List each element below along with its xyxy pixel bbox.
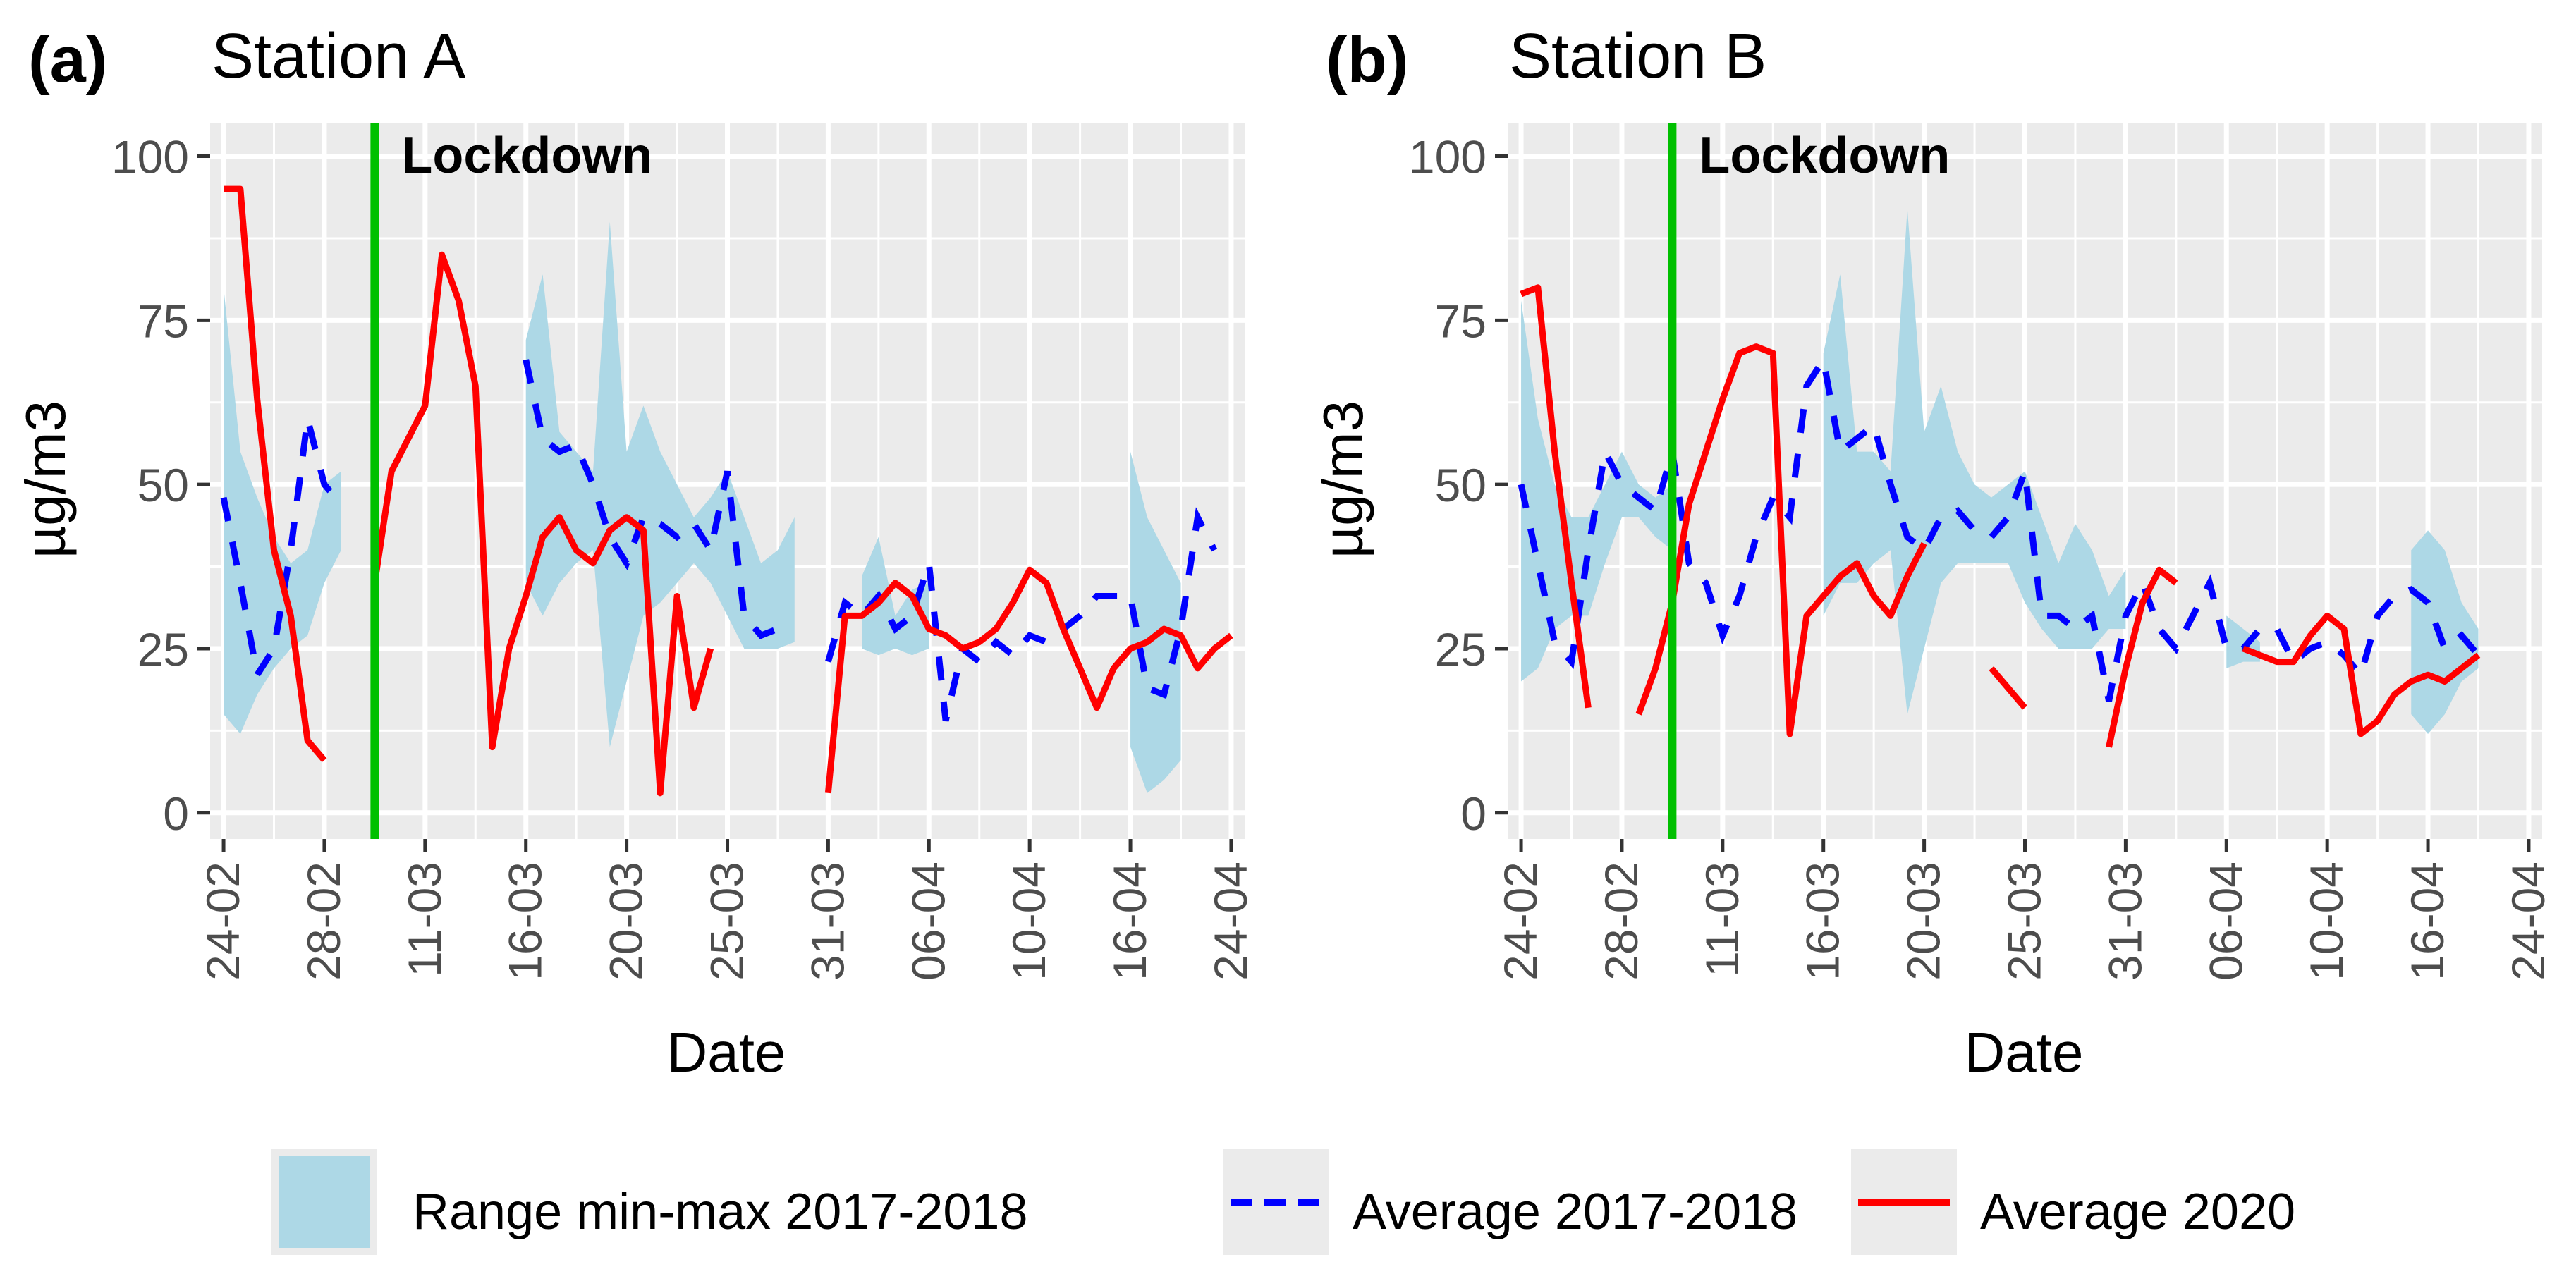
- panel-a-x-tick-label: 11-03: [398, 862, 451, 977]
- panel-b-y-tick-label: 25: [1435, 623, 1487, 675]
- panel-b-avg-2020-line-1: [1635, 343, 1927, 737]
- panel-b-ribbon-segment-0: [1521, 300, 1673, 682]
- panel-a-x-tick-label: 31-03: [801, 862, 853, 981]
- panel-b-x-tick-label: 28-02: [1595, 862, 1647, 981]
- panel-a-ribbon-segment-0: [224, 287, 341, 735]
- panel-b-label: (b): [1326, 24, 1408, 96]
- legend-ribbon-swatch: [279, 1156, 370, 1248]
- panel-b-x-tick-label: 16-03: [1797, 862, 1849, 981]
- panel-a-avg-1718-line-1: [523, 359, 779, 639]
- panel-a-x-tick-label: 24-04: [1204, 862, 1257, 981]
- panel-a-label: (a): [28, 24, 107, 96]
- panel-b-x-tick-label: 24-02: [1494, 862, 1546, 981]
- legend-2020-label: Average 2020: [1980, 1184, 2295, 1240]
- panel-a-avg-2020-line-2: [824, 566, 1233, 794]
- panel-a-ribbon-segment-2: [862, 537, 929, 656]
- panel-b-avg-2020-line-2: [1989, 666, 2027, 710]
- legend-avg-label: Average 2017-2018: [1353, 1184, 1797, 1240]
- panel-a-y-tick-label: 25: [138, 623, 189, 675]
- panel-b-avg-1718-line-0: [1518, 351, 2481, 702]
- panel-b-y-tick-label: 0: [1460, 788, 1487, 840]
- panel-b-lockdown-label: Lockdown: [1699, 128, 1950, 184]
- panel-b-x-tick-label: 06-04: [2199, 862, 2252, 981]
- panel-b-y-tick-label: 75: [1435, 295, 1487, 347]
- panel-b-x-tick-label: 24-04: [2502, 862, 2554, 981]
- panel-b-x-tick-label: 16-04: [2401, 862, 2453, 981]
- panel-b-x-tick-label: 11-03: [1696, 862, 1748, 977]
- panel-b-x-tick-label: 20-03: [1898, 862, 1950, 981]
- panel-b-ribbon-segment-3: [2411, 530, 2479, 735]
- panel-b: (b) Station B Date µg/m3 0 25 50 75 100 24-02…: [1312, 21, 2554, 1084]
- panel-a-x-tick-label: 24-02: [197, 862, 249, 981]
- panel-b-avg-2020-line-0: [1520, 284, 1592, 709]
- panel-a-x-axis-title: Date: [667, 1021, 786, 1084]
- panel-a-avg-1718-line-2: [825, 507, 1218, 722]
- panel-a-x-tick-label: 20-03: [600, 862, 652, 981]
- panel-a-ribbon-segment-1: [525, 221, 795, 747]
- panel-a-x-tick-label: 28-02: [298, 862, 350, 981]
- panel-b-avg-2020-line-4: [2242, 612, 2481, 737]
- panel-a-title: Station A: [212, 21, 465, 92]
- panel-a-avg-1718-line-0: [220, 417, 344, 684]
- panel-a-y-tick-label: 50: [138, 459, 189, 511]
- panel-b-y-axis-title: µg/m3: [1312, 400, 1374, 558]
- panel-b-x-tick-label: 10-04: [2300, 862, 2352, 981]
- legend: Range min-max 2017-2018 Average 2017-201…: [271, 1149, 2295, 1255]
- panel-a-x-tick-label: 16-03: [499, 862, 551, 981]
- panel-b-y-tick-label: 50: [1435, 459, 1487, 511]
- panel-a-y-tick-label: 0: [163, 788, 189, 840]
- panel-a: (a) Station A Date µg/m3 0 25 50 75 100 24-02…: [14, 21, 1257, 1084]
- panel-b-x-tick-label: 31-03: [2099, 862, 2151, 981]
- panel-a-y-tick-label: 75: [138, 295, 189, 347]
- panel-a-x-tick-label: 06-04: [902, 862, 954, 981]
- panel-a-x-tick-label: 16-04: [1104, 862, 1156, 981]
- panel-a-x-tick-label: 10-04: [1003, 862, 1055, 981]
- panel-a-avg-2020-line-1: [371, 251, 714, 797]
- legend-ribbon-label: Range min-max 2017-2018: [413, 1184, 1028, 1240]
- panel-b-title: Station B: [1509, 21, 1766, 92]
- panel-b-ribbon-segment-1: [1823, 209, 2126, 715]
- panel-a-y-axis-title: µg/m3: [14, 400, 77, 558]
- panel-b-avg-2020-line-3: [2106, 566, 2178, 748]
- panel-a-ribbon-segment-3: [1130, 451, 1181, 793]
- panel-a-x-tick-label: 25-03: [701, 862, 753, 981]
- panel-a-y-tick-label: 100: [111, 131, 189, 183]
- panel-b-x-tick-label: 25-03: [1998, 862, 2051, 981]
- panel-a-avg-2020-line-0: [224, 185, 327, 763]
- panel-b-x-axis-title: Date: [1965, 1021, 2084, 1084]
- panel-b-y-tick-label: 100: [1409, 131, 1487, 183]
- panel-a-lockdown-label: Lockdown: [401, 128, 652, 184]
